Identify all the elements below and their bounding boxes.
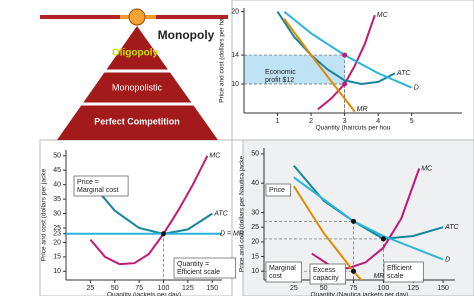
pyramid: Monopoly Oligopoly Monopolistic Perfect … <box>40 8 230 140</box>
x-tick-label: 125 <box>407 285 419 292</box>
curve <box>276 11 396 86</box>
x-tick-label: 4 <box>376 118 380 125</box>
y-axis-title: Price and cost (dollars per Nautica jack… <box>239 155 246 272</box>
annotation: Marginal cost <box>77 187 119 194</box>
curve-label: D <box>414 84 419 91</box>
marker <box>380 236 386 242</box>
x-tick-label: 3 <box>343 118 347 125</box>
y-tick-label: 30 <box>53 210 61 217</box>
x-tick-label: 150 <box>437 285 449 292</box>
y-tick-label: 10 <box>251 268 259 275</box>
pyramid-level: Oligopoly <box>112 48 159 59</box>
x-tick-label: 125 <box>182 285 194 292</box>
annotation-box <box>309 263 346 285</box>
y-tick-label: 10 <box>53 268 61 275</box>
annotation: Price = <box>77 179 99 186</box>
y-axis-title: Price and cost (dollars per ha <box>219 18 226 103</box>
annotation: Efficient <box>387 265 412 272</box>
x-tick-label: 75 <box>135 285 143 292</box>
x-axis-title: Quantity (jackets per day) <box>107 292 181 296</box>
annotation: capacity <box>313 275 339 282</box>
marker <box>351 218 357 224</box>
annotation: scale <box>387 273 403 280</box>
marker <box>351 268 357 274</box>
curve-label: ATC <box>396 70 411 77</box>
marker <box>161 231 166 237</box>
plot <box>66 155 222 266</box>
annotation: Quantity = <box>177 261 209 268</box>
x-tick-label: 100 <box>378 285 390 292</box>
y-tick-label: 50 <box>53 153 61 160</box>
annotation-box <box>73 175 129 197</box>
y-tick-label: 40 <box>251 180 259 187</box>
curve-label: MR <box>357 106 368 113</box>
curve <box>89 155 209 266</box>
y-tick-label: 15 <box>53 254 61 261</box>
curve-label: MC <box>209 153 221 160</box>
x-tick-label: 2 <box>309 118 313 125</box>
curve-label: MC <box>421 165 433 172</box>
annotation: Price <box>269 187 285 194</box>
curve-label: ATC <box>213 210 228 217</box>
curve-label: MR <box>373 273 384 280</box>
y-tick-label: 20 <box>231 8 239 15</box>
annotation: Efficient scale <box>177 269 220 276</box>
pyramid-level: Perfect Competition <box>94 116 180 126</box>
y-axis-title: Price and cost (dollars per jacke <box>41 168 48 261</box>
y-tick-label: 40 <box>53 182 61 189</box>
y-tick-label: 50 <box>251 151 259 158</box>
chart: 10 14 20 1 2 3 4 5 Quantity (haircuts per hou Pri… <box>219 8 462 132</box>
marker <box>342 81 348 87</box>
curve-label: MC <box>377 12 389 19</box>
face-icon <box>128 8 146 26</box>
curve <box>292 185 363 280</box>
annotation: cost <box>269 273 282 280</box>
x-tick-label: 25 <box>86 285 94 292</box>
y-tick-label: 30 <box>251 209 259 216</box>
pyramid-shape <box>57 26 218 140</box>
x-tick-label: 5 <box>410 118 414 125</box>
curve <box>293 176 444 261</box>
y-tick-label: 20 <box>251 239 259 246</box>
pyramid-top-label: Monopoly <box>158 28 215 42</box>
x-tick-label: 25 <box>290 285 298 292</box>
y-tick-label: 10 <box>231 81 239 88</box>
curve <box>283 18 356 113</box>
marker <box>342 52 348 58</box>
y-tick-label: 45 <box>53 167 61 174</box>
x-tick-label: 75 <box>350 285 358 292</box>
y-tick-label: 35 <box>53 196 61 203</box>
pyramid-level: Monopolistic <box>112 82 163 92</box>
annotation: Excess <box>313 267 336 274</box>
y-tick-label: 20 <box>53 239 61 246</box>
annotation: Economic <box>265 69 296 76</box>
x-tick-label: 100 <box>158 285 170 292</box>
y-tick-label: 25 <box>251 224 259 231</box>
annotation-box <box>383 261 424 283</box>
x-tick-label: 50 <box>320 285 328 292</box>
y-tick-label: 23 <box>53 231 61 238</box>
annotation: Marginal <box>269 265 296 272</box>
x-tick-label: 50 <box>111 285 119 292</box>
y-tick-label: 15 <box>251 253 259 260</box>
annotation-box <box>265 183 291 197</box>
curve-label: ATC <box>444 224 459 231</box>
curve <box>317 14 376 111</box>
x-axis-title: Quantity (haircuts per hou <box>316 125 391 132</box>
plot <box>292 164 444 280</box>
x-axis-title: Quantity (Nautica jackets per day) <box>311 292 409 296</box>
curve <box>89 181 213 235</box>
curve-label: D = MR <box>220 231 244 238</box>
x-tick-label: 150 <box>206 285 218 292</box>
curve-label: D <box>445 256 450 263</box>
annotation-box <box>265 261 302 283</box>
chart: 10 15 20 25 30 40 50 25 50 75 100 125 150 Quantity (N… <box>239 148 459 296</box>
y-tick-label: 14 <box>231 52 239 59</box>
annotation-box <box>173 257 236 279</box>
annotation: profit $12 <box>265 77 294 84</box>
y-tick-label: 25 <box>53 225 61 232</box>
x-tick-label: 1 <box>276 118 280 125</box>
